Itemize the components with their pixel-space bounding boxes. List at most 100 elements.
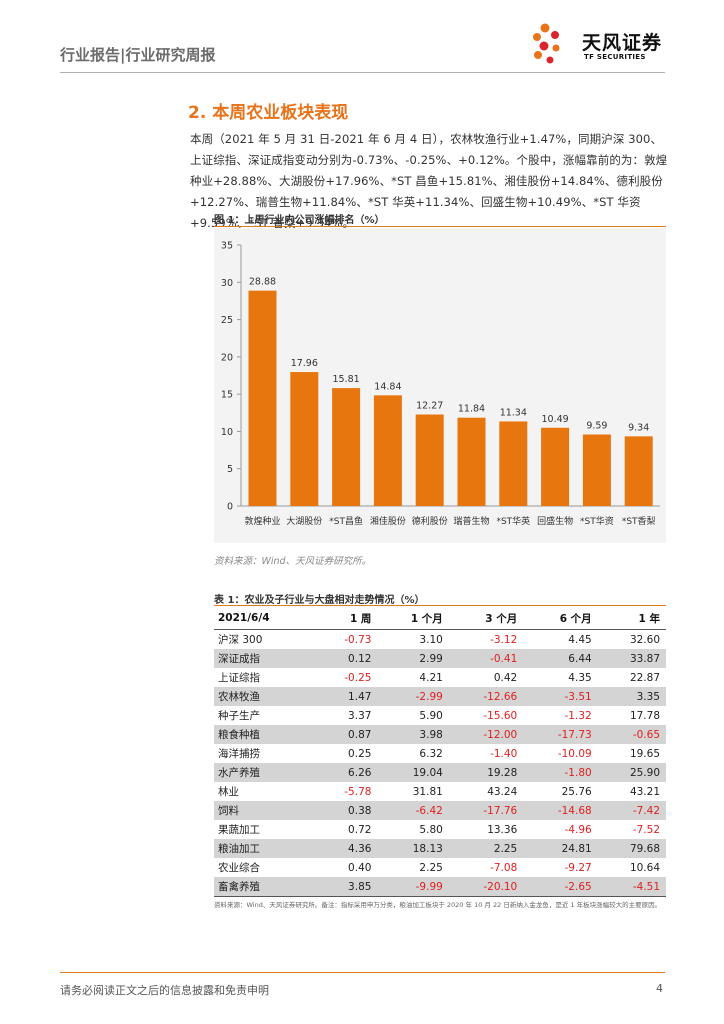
table-cell: 0.25 bbox=[348, 747, 372, 760]
table-row: 种子生产 3.37 5.90 -15.60 -1.32 17.78 bbox=[214, 706, 666, 725]
table-cell: -0.73 bbox=[344, 633, 372, 646]
table-cell: -0.65 bbox=[597, 725, 666, 744]
performance-table: 2021/6/4 1 周 1 个月 3 个月 6 个月 1 年 沪深 300 -0… bbox=[214, 607, 666, 897]
header-3m: 3 个月 bbox=[448, 607, 524, 630]
page-number: 4 bbox=[656, 982, 663, 995]
logo-text-cn: 天风证券 bbox=[582, 32, 663, 54]
table-cell: 3.98 bbox=[377, 725, 449, 744]
report-header-title: 行业报告|行业研究周报 bbox=[60, 46, 216, 64]
logo-text-en: TF SECURITIES bbox=[584, 53, 646, 61]
table-cell: 24.81 bbox=[523, 839, 598, 858]
table-cell: 0.42 bbox=[493, 671, 518, 684]
table-cell: -14.68 bbox=[523, 801, 598, 820]
table-row-label: 上证综指 bbox=[218, 672, 260, 684]
header-divider bbox=[60, 72, 665, 73]
bar-value-label: 11.34 bbox=[500, 407, 527, 418]
bar bbox=[499, 421, 528, 506]
table-cell: 6.26 bbox=[313, 763, 378, 782]
y-tick-label: 20 bbox=[221, 352, 233, 363]
table-cell: -10.09 bbox=[557, 747, 592, 760]
footer-disclaimer: 请务必阅读正文之后的信息披露和免责申明 bbox=[60, 984, 269, 997]
table-row: 林业 -5.78 31.81 43.24 25.76 43.21 bbox=[214, 782, 666, 801]
table-cell: 5.80 bbox=[419, 823, 443, 836]
table-cell: -6.42 bbox=[377, 801, 449, 820]
x-category-label: *ST华英 bbox=[496, 515, 530, 527]
bar bbox=[582, 434, 611, 506]
figure-title-rule bbox=[214, 226, 666, 227]
table-row: 农林牧渔 1.47 -2.99 -12.66 -3.51 3.35 bbox=[214, 687, 666, 706]
table-row: 海洋捕捞 0.25 6.32 -1.40 -10.09 19.65 bbox=[214, 744, 666, 763]
bar bbox=[541, 427, 570, 506]
table-row-label: 林业 bbox=[218, 786, 239, 798]
table-row-label: 沪深 300 bbox=[218, 634, 263, 646]
bar-value-label: 28.88 bbox=[249, 277, 276, 288]
bar-value-label: 10.49 bbox=[541, 414, 568, 425]
x-category-label: *ST香梨 bbox=[622, 515, 656, 527]
table-row: 农业综合 0.40 2.25 -7.08 -9.27 10.64 bbox=[214, 858, 666, 877]
table-row: 沪深 300 -0.73 3.10 -3.12 4.45 32.60 bbox=[214, 630, 666, 650]
footer-divider bbox=[60, 972, 665, 973]
table-cell: -7.08 bbox=[490, 861, 518, 874]
bar bbox=[415, 414, 444, 506]
section-paragraph: 本周（2021 年 5 月 31 日-2021 年 6 月 4 日），农林牧渔行… bbox=[190, 132, 668, 230]
table-cell: -7.42 bbox=[597, 801, 666, 820]
table-row: 畜禽养殖 3.85 -9.99 -20.10 -2.65 -4.51 bbox=[214, 877, 666, 897]
table-cell: 3.10 bbox=[419, 633, 443, 646]
section-title: 2. 本周农业板块表现 bbox=[188, 103, 349, 123]
table-cell: 1.47 bbox=[313, 687, 378, 706]
bar-value-label: 9.59 bbox=[586, 420, 607, 431]
table-cell: 3.37 bbox=[348, 709, 372, 722]
table-cell: 13.36 bbox=[487, 823, 518, 836]
table-cell: 10.64 bbox=[629, 861, 660, 874]
table-row: 上证综指 -0.25 4.21 0.42 4.35 22.87 bbox=[214, 668, 666, 687]
table-cell: -9.99 bbox=[377, 877, 449, 897]
table-cell: -20.10 bbox=[448, 877, 524, 897]
figure-title: 图 1：上周行业内公司涨幅排名（%） bbox=[214, 215, 385, 226]
table-cell: 6.44 bbox=[523, 649, 598, 668]
table-cell: -4.51 bbox=[597, 877, 666, 897]
bar-value-label: 12.27 bbox=[416, 401, 443, 412]
table-cell: 0.12 bbox=[313, 649, 378, 668]
table-cell: 19.04 bbox=[377, 763, 449, 782]
table-cell: 19.28 bbox=[448, 763, 524, 782]
table-row: 深证成指 0.12 2.99 -0.41 6.44 33.87 bbox=[214, 649, 666, 668]
table-cell: -2.99 bbox=[377, 687, 449, 706]
table-row-label: 深证成指 bbox=[214, 649, 314, 668]
bar-value-label: 15.81 bbox=[332, 374, 359, 385]
table-cell: 0.38 bbox=[313, 801, 378, 820]
table-row: 水产养殖 6.26 19.04 19.28 -1.80 25.90 bbox=[214, 763, 666, 782]
x-category-label: 瑞普生物 bbox=[453, 515, 489, 527]
table-row-label: 果蔬加工 bbox=[218, 824, 260, 836]
table-cell: -1.32 bbox=[564, 709, 592, 722]
table-row-label: 粮食种植 bbox=[214, 725, 314, 744]
table-cell: 22.87 bbox=[629, 671, 660, 684]
tf-securities-logo bbox=[533, 23, 560, 64]
table-row: 饲料 0.38 -6.42 -17.76 -14.68 -7.42 bbox=[214, 801, 666, 820]
table-cell: -12.66 bbox=[448, 687, 524, 706]
table-cell: -7.52 bbox=[632, 823, 660, 836]
bar-value-label: 9.34 bbox=[628, 422, 649, 433]
table-cell: -17.76 bbox=[448, 801, 524, 820]
bar-value-label: 11.84 bbox=[458, 404, 485, 415]
table-cell: -3.12 bbox=[490, 633, 518, 646]
x-category-label: *ST昌鱼 bbox=[329, 515, 363, 527]
y-tick-label: 10 bbox=[221, 427, 233, 438]
bar bbox=[332, 388, 361, 506]
header-1y: 1 年 bbox=[597, 607, 666, 630]
bar-value-label: 14.84 bbox=[374, 381, 401, 392]
table-cell: -0.41 bbox=[448, 649, 524, 668]
table-row-label: 饲料 bbox=[214, 801, 314, 820]
x-category-label: 敦煌种业 bbox=[244, 515, 280, 527]
table-cell: 0.87 bbox=[313, 725, 378, 744]
table-cell: 43.21 bbox=[629, 785, 660, 798]
table-cell: 31.81 bbox=[412, 785, 443, 798]
y-tick-label: 30 bbox=[221, 278, 233, 289]
header-1w: 1 周 bbox=[313, 607, 378, 630]
y-tick-label: 5 bbox=[227, 464, 233, 475]
table-row-label: 海洋捕捞 bbox=[218, 748, 260, 760]
table-cell: 2.99 bbox=[377, 649, 449, 668]
table-title: 表 1：农业及子行业与大盘相对走势情况（%） bbox=[214, 595, 425, 606]
table-cell: 25.76 bbox=[561, 785, 592, 798]
bar bbox=[290, 372, 319, 506]
table-cell: 4.35 bbox=[568, 671, 592, 684]
